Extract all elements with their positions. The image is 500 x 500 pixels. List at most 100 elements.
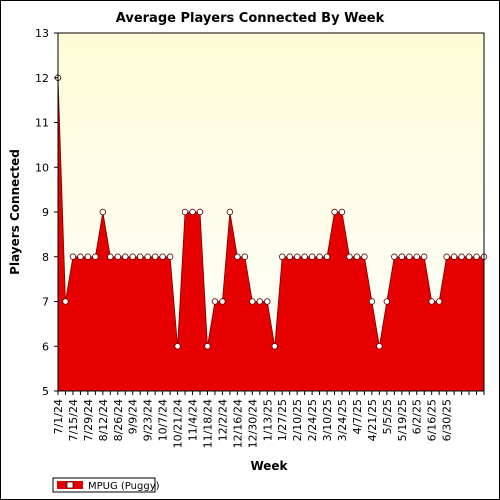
data-point (391, 253, 398, 260)
series-marker-layer (54, 74, 488, 350)
x-tick-label: 5/19/25 (396, 399, 409, 441)
data-point (271, 343, 278, 350)
x-tick-label: 3/24/25 (336, 399, 349, 441)
legend: MPUG (Puggy) (52, 477, 160, 493)
data-point (458, 253, 465, 260)
data-point (181, 208, 189, 216)
y-tick-label: 7 (42, 296, 49, 309)
data-point (293, 253, 301, 260)
x-tick-label: 6/16/25 (426, 399, 439, 441)
x-tick-label: 12/16/24 (231, 399, 244, 448)
data-point (308, 253, 316, 260)
x-tick-label: 1/27/25 (276, 399, 289, 441)
data-point (323, 253, 331, 260)
y-axis-title: Players Connected (8, 149, 22, 275)
data-point (413, 253, 420, 260)
data-point (234, 253, 241, 260)
x-tick-label: 7/15/24 (67, 399, 80, 441)
data-point (398, 253, 405, 260)
data-point (338, 208, 346, 216)
x-tick-label: 12/30/24 (246, 399, 259, 448)
x-tick-label: 9/9/24 (127, 399, 140, 434)
data-point (361, 253, 368, 260)
data-point (84, 253, 92, 260)
data-point (174, 343, 181, 350)
y-tick-label: 5 (42, 385, 49, 398)
data-point (107, 253, 114, 260)
y-tick-label: 9 (42, 206, 49, 219)
x-tick-label: 4/21/25 (366, 399, 379, 441)
data-point (376, 343, 383, 350)
x-tick-label: 2/10/25 (291, 399, 304, 441)
data-point (99, 208, 107, 216)
data-point (77, 253, 84, 260)
x-tick-label: 2/24/25 (306, 399, 319, 441)
x-tick-label: 12/2/24 (216, 399, 229, 441)
data-point (443, 253, 450, 260)
data-point (226, 208, 234, 216)
legend-marker (66, 481, 74, 489)
x-tick-label: 6/2/25 (411, 399, 424, 434)
data-point (144, 253, 151, 260)
x-tick-label: 6/30/25 (441, 399, 454, 441)
data-point (196, 208, 204, 216)
data-point (114, 253, 121, 260)
data-point (256, 298, 263, 305)
x-tick-label: 10/7/24 (157, 399, 170, 441)
chart-title: Average Players Connected By Week (116, 11, 385, 26)
data-point (279, 253, 286, 260)
data-point (286, 253, 293, 260)
x-axis-title: Week (250, 459, 288, 473)
data-point (219, 298, 226, 305)
data-point (151, 253, 159, 260)
data-point (137, 253, 144, 260)
y-tick-label: 8 (42, 251, 49, 264)
x-tick-label: 3/10/25 (321, 399, 334, 441)
data-point (368, 298, 376, 305)
x-tick-label: 10/21/24 (172, 399, 185, 448)
data-point (166, 253, 174, 260)
data-point (264, 298, 271, 305)
data-point (159, 253, 166, 260)
y-tick-label: 11 (35, 117, 49, 130)
y-tick-label: 12 (35, 72, 49, 85)
x-tick-label: 4/7/25 (351, 399, 364, 434)
data-point (69, 253, 77, 260)
y-tick-label: 10 (35, 161, 49, 174)
data-point (316, 253, 323, 260)
data-point (421, 253, 428, 260)
x-tick-label: 8/26/24 (112, 399, 125, 441)
data-point (122, 253, 129, 260)
x-tick-label: 8/12/24 (97, 399, 110, 441)
data-point (204, 343, 211, 350)
y-tick-label: 13 (35, 27, 49, 40)
x-tick-label: 11/4/24 (187, 399, 200, 441)
y-tick-label: 6 (42, 340, 49, 353)
data-point (331, 208, 338, 216)
data-point (473, 253, 480, 260)
x-tick-label: 11/18/24 (201, 399, 214, 448)
data-point (428, 298, 435, 305)
data-point (346, 253, 353, 260)
x-tick-label: 1/13/25 (261, 399, 274, 441)
data-point (435, 298, 443, 305)
data-point (241, 253, 249, 260)
x-tick-label: 5/5/25 (381, 399, 394, 434)
data-point (62, 298, 69, 305)
data-point (465, 253, 473, 260)
data-point (92, 253, 99, 260)
data-point (450, 253, 458, 260)
data-point (383, 298, 391, 305)
data-point (406, 253, 413, 260)
legend-label: MPUG (Puggy) (88, 481, 160, 492)
data-point (211, 298, 219, 305)
data-point (189, 208, 196, 216)
x-tick-label: 7/1/24 (52, 399, 65, 434)
x-tick-label: 9/23/24 (142, 399, 155, 441)
data-point (353, 253, 361, 260)
x-axis: 7/1/24 7/15/24 7/29/24 8/12/24 8/26/24 9/9/24… (52, 391, 485, 448)
y-axis: 5 6 7 8 9 10 11 12 13 (35, 27, 58, 398)
data-point (301, 253, 308, 260)
x-tick-label: 7/29/24 (82, 399, 95, 441)
